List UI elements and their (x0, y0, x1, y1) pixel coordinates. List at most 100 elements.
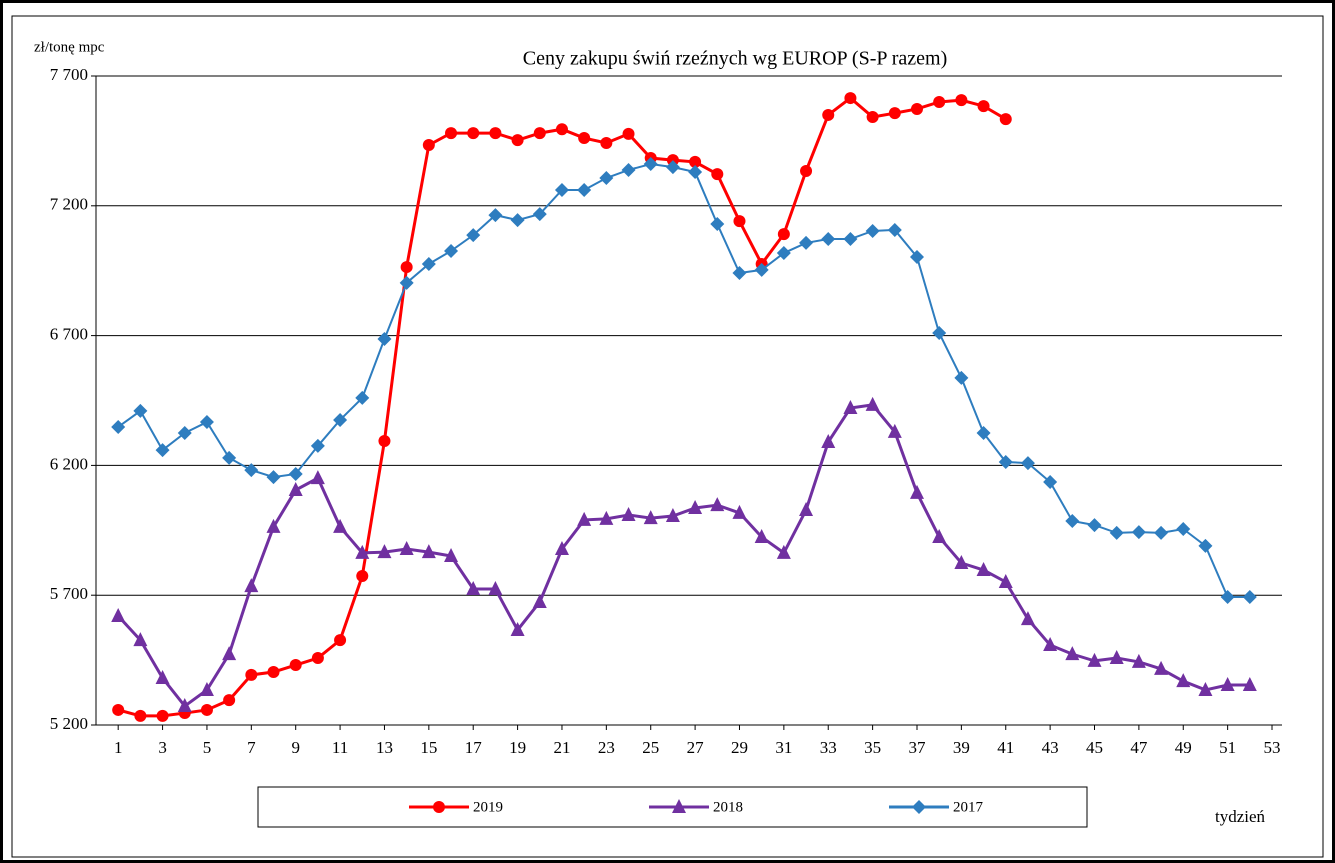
x-tick-label: 53 (1264, 738, 1281, 757)
marker (976, 562, 991, 577)
x-tick-label: 9 (291, 738, 300, 757)
marker (998, 455, 1013, 470)
marker (1220, 677, 1235, 692)
x-tick-label: 13 (376, 738, 393, 757)
marker (843, 232, 858, 247)
marker (111, 419, 126, 434)
marker (488, 208, 503, 223)
x-tick-label: 19 (509, 738, 526, 757)
marker (445, 127, 458, 140)
marker (665, 160, 680, 175)
marker (1154, 525, 1169, 540)
marker (111, 607, 126, 622)
legend-label: 2018 (713, 799, 743, 815)
x-tick-label: 35 (864, 738, 881, 757)
marker (1220, 590, 1235, 605)
marker (1065, 513, 1080, 528)
y-tick-label: 7 200 (50, 195, 88, 214)
marker (776, 246, 791, 261)
marker (865, 223, 880, 238)
marker (1242, 590, 1257, 605)
marker (777, 228, 790, 241)
marker (976, 425, 991, 440)
marker (1043, 637, 1058, 652)
marker (554, 540, 569, 555)
legend-marker (433, 801, 445, 813)
marker (310, 438, 325, 453)
marker (377, 544, 392, 559)
marker (266, 518, 281, 533)
marker (754, 262, 769, 277)
marker (577, 511, 592, 526)
marker (578, 132, 591, 145)
marker (177, 698, 192, 713)
marker (732, 504, 747, 519)
x-axis-label: tydzień (1215, 807, 1266, 826)
x-tick-label: 3 (158, 738, 167, 757)
marker (288, 466, 303, 481)
marker (1087, 518, 1102, 533)
marker (821, 232, 836, 247)
marker (467, 127, 480, 140)
marker (999, 113, 1012, 126)
marker (1043, 475, 1058, 490)
marker (865, 396, 880, 411)
x-tick-label: 51 (1219, 738, 1236, 757)
x-tick-label: 29 (731, 738, 748, 757)
marker (955, 94, 968, 107)
marker (643, 510, 658, 525)
marker (666, 154, 679, 167)
marker (599, 171, 614, 186)
marker (267, 666, 280, 679)
y-tick-label: 5 200 (50, 714, 88, 733)
marker (422, 139, 435, 152)
series-line (117, 403, 1250, 709)
marker (133, 632, 148, 647)
x-tick-label: 31 (775, 738, 792, 757)
marker (1131, 525, 1146, 540)
marker (599, 510, 614, 525)
marker (421, 544, 436, 559)
marker (245, 668, 258, 681)
marker (711, 168, 724, 181)
marker (377, 331, 392, 346)
legend-label: 2017 (953, 799, 984, 815)
marker (1020, 611, 1035, 626)
marker (533, 127, 546, 140)
marker (489, 127, 502, 140)
x-tick-label: 47 (1130, 738, 1148, 757)
x-tick-label: 49 (1175, 738, 1192, 757)
marker (333, 412, 348, 427)
marker (510, 621, 525, 636)
marker (177, 425, 192, 440)
y-tick-label: 7 700 (50, 65, 88, 84)
marker (909, 484, 924, 499)
marker (1020, 456, 1035, 471)
marker (333, 518, 348, 533)
marker (288, 482, 303, 497)
marker (222, 646, 237, 661)
x-tick-label: 7 (247, 738, 256, 757)
marker (643, 157, 658, 172)
x-tick-label: 21 (553, 738, 570, 757)
marker (266, 470, 281, 485)
legend-marker (912, 800, 926, 814)
marker (355, 390, 370, 405)
marker (689, 155, 702, 168)
marker (532, 593, 547, 608)
marker (888, 107, 901, 120)
x-tick-label: 23 (598, 738, 615, 757)
marker (821, 434, 836, 449)
marker (887, 222, 902, 237)
y-tick-label: 5 700 (50, 584, 88, 603)
marker (134, 709, 147, 722)
marker (1065, 646, 1080, 661)
marker (954, 370, 969, 385)
marker (555, 123, 568, 136)
marker (554, 182, 569, 197)
x-tick-label: 15 (420, 738, 437, 757)
marker (444, 548, 459, 563)
legend-label: 2019 (473, 799, 503, 815)
series-line (117, 162, 1250, 599)
